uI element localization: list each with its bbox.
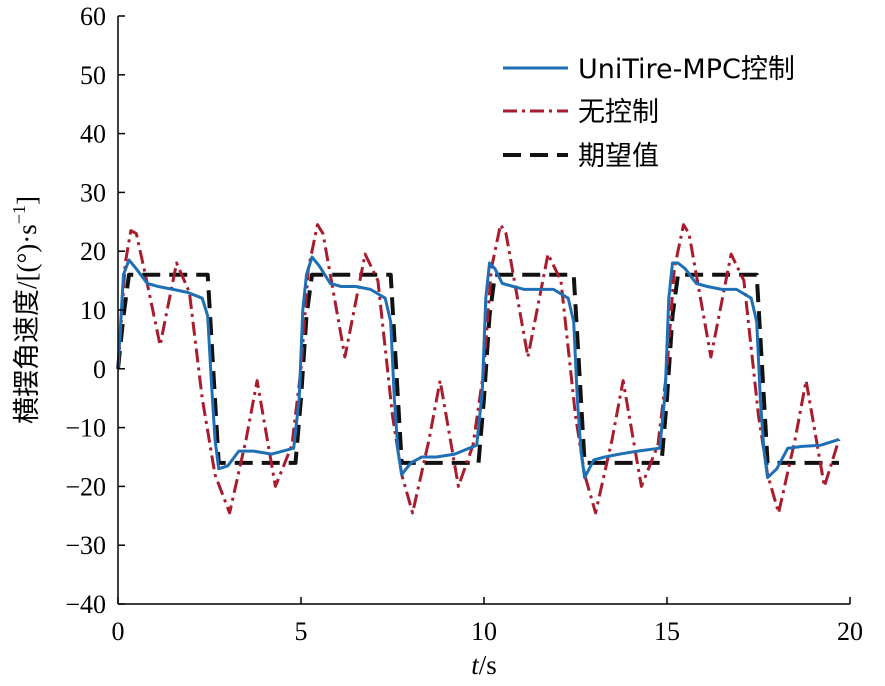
y-tick-label: −30 — [65, 531, 106, 560]
x-tick-label: 20 — [837, 617, 863, 646]
y-tick-label: 30 — [80, 178, 106, 207]
x-axis-label-variable: t — [471, 650, 480, 680]
y-tick-label: 10 — [80, 296, 106, 325]
y-tick-label: 40 — [80, 120, 106, 149]
y-tick-label: −40 — [65, 590, 106, 619]
legend-label-no-control: 无控制 — [578, 97, 659, 128]
y-tick-label: −10 — [65, 414, 106, 443]
y-tick-label: 0 — [93, 355, 106, 384]
x-tick-label: 15 — [654, 617, 680, 646]
y-tick-label: 20 — [80, 237, 106, 266]
series-line-desired — [116, 272, 839, 465]
x-axis-label: t/s — [471, 650, 497, 680]
x-tick-label: 5 — [295, 617, 308, 646]
y-tick-label: 50 — [80, 61, 106, 90]
x-tick-label: 0 — [112, 617, 125, 646]
legend-label-mpc: UniTire-MPC控制 — [578, 54, 795, 85]
x-axis-label-unit: /s — [479, 650, 497, 680]
y-axis-label: 横摆角速度/[(°)·s−1] — [9, 196, 42, 424]
x-tick-label: 10 — [471, 617, 497, 646]
y-axis-label-main: 横摆角速度/[(°)·s — [12, 224, 42, 424]
y-tick-label: −20 — [65, 472, 106, 501]
y-tick-label: 60 — [80, 2, 106, 31]
legend: UniTire-MPC控制 无控制 期望值 — [503, 54, 795, 172]
series-layer — [116, 223, 841, 515]
series-line-unitire-mpc — [116, 255, 840, 480]
y-axis-label-close: ] — [12, 196, 42, 205]
legend-label-desired: 期望值 — [578, 141, 659, 172]
y-axis-label-unit-exponent: −1 — [9, 205, 29, 224]
